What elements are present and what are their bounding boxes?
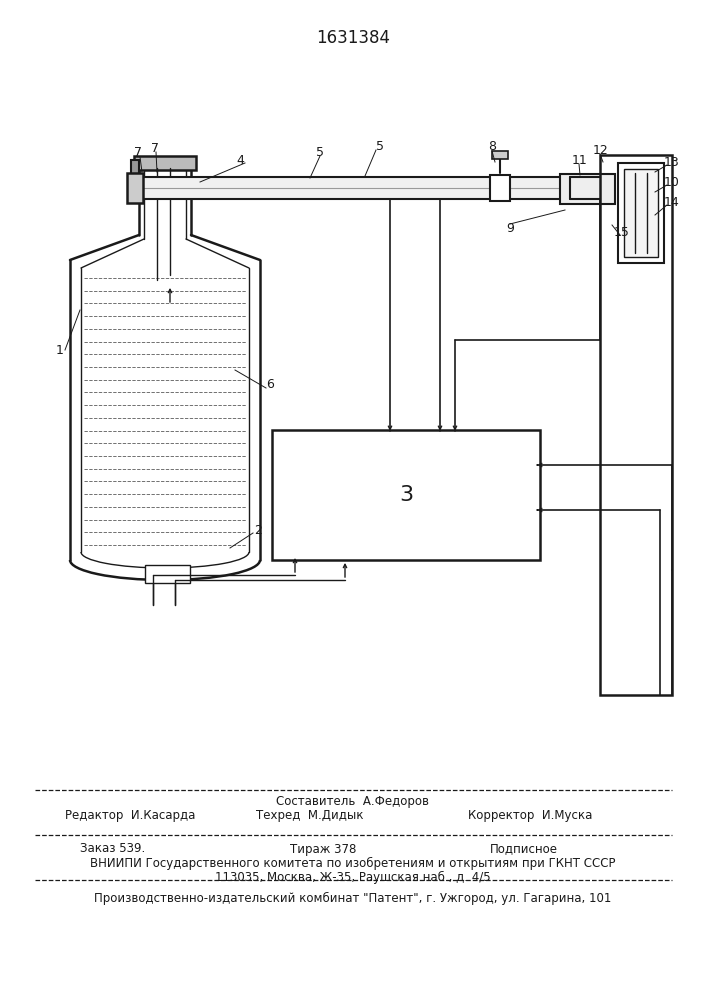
Text: Техред  М.Дидык: Техред М.Дидык [256,808,363,822]
Bar [618,163,664,263]
Text: 14: 14 [664,196,680,210]
Bar [560,174,615,204]
Text: 11: 11 [572,153,588,166]
Text: 10: 10 [664,176,680,190]
Text: Корректор  И.Муска: Корректор И.Муска [468,808,592,822]
Text: 9: 9 [506,222,514,234]
Text: Заказ 539.: Заказ 539. [80,842,145,856]
Bar [127,173,143,203]
Bar [600,155,672,695]
Bar [131,160,139,182]
Text: ВНИИПИ Государственного комитета по изобретениям и открытиям при ГКНТ СССР: ВНИИПИ Государственного комитета по изоб… [90,856,616,870]
Text: 3: 3 [399,485,413,505]
Text: 12: 12 [593,143,609,156]
Text: 7: 7 [151,141,159,154]
Text: 2: 2 [254,524,262,536]
Text: 113035, Москва, Ж-35, Раушская наб., д. 4/5: 113035, Москва, Ж-35, Раушская наб., д. … [215,870,491,884]
Bar [624,169,658,257]
Text: 15: 15 [614,226,630,238]
Bar [134,156,196,170]
Text: 13: 13 [664,156,680,169]
Text: Производственно-издательский комбинат "Патент", г. Ужгород, ул. Гагарина, 101: Производственно-издательский комбинат "П… [94,891,612,905]
Bar [135,177,570,199]
Bar [145,565,190,583]
Text: 5: 5 [376,139,384,152]
Text: 4: 4 [236,153,244,166]
Text: Составитель  А.Федоров: Составитель А.Федоров [276,796,429,808]
Bar [492,151,508,159]
Text: 7: 7 [134,146,142,159]
Text: Редактор  И.Касарда: Редактор И.Касарда [65,808,195,822]
Text: 1631384: 1631384 [316,29,390,47]
Text: 1: 1 [56,344,64,357]
Bar [490,175,510,201]
Text: 6: 6 [266,378,274,391]
Text: 5: 5 [316,145,324,158]
Bar [272,430,540,560]
Text: 8: 8 [488,140,496,153]
Text: Тираж 378: Тираж 378 [290,842,356,856]
Text: Подписное: Подписное [490,842,558,856]
